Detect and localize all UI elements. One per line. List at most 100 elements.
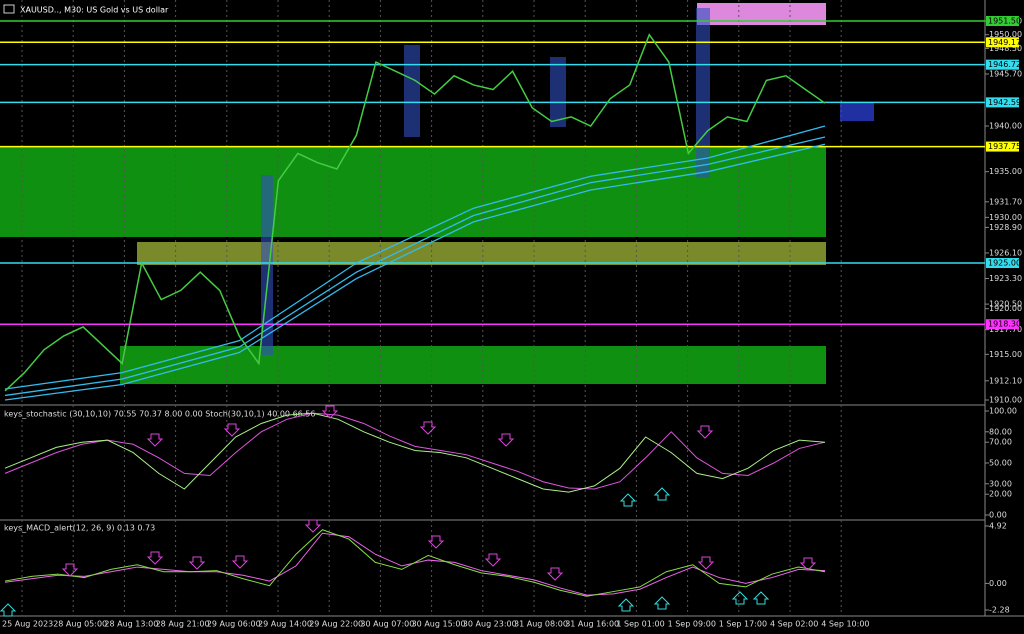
highlight-box [840, 103, 874, 121]
y-tick-label: 20.00 [989, 490, 1012, 499]
alert-arrow [752, 591, 770, 605]
y-tick-label: 1920.50 [989, 300, 1022, 309]
y-tick-label: 1950.00 [989, 30, 1022, 39]
y-tick-label: 50.00 [989, 459, 1012, 468]
x-tick-label: 30 Aug 23:00 [463, 620, 517, 629]
alert-arrow [427, 535, 445, 549]
level-tag [986, 59, 1019, 70]
y-tick-label: 1926.10 [989, 248, 1022, 257]
x-tick-label: 31 Aug 08:00 [514, 620, 568, 629]
y-tick-label: 1931.70 [989, 197, 1022, 206]
window-icon[interactable] [3, 4, 15, 14]
level-tag [986, 37, 1019, 48]
moving-average [4, 143, 826, 401]
y-tick-label: 80.00 [989, 427, 1012, 436]
alert-arrow [0, 603, 17, 617]
level-label: 1949.17 [988, 38, 1021, 47]
x-tick-label: 1 Sep 09:00 [668, 620, 716, 629]
alert-arrow [546, 567, 564, 581]
y-tick-label: 30.00 [989, 479, 1012, 488]
alert-arrow [223, 423, 241, 437]
level-tag [986, 319, 1019, 330]
x-tick-label: 29 Aug 22:00 [309, 620, 363, 629]
y-tick-label: -2.28 [989, 606, 1010, 615]
level-tag [986, 141, 1019, 152]
level-tag [986, 258, 1019, 269]
x-tick-label: 30 Aug 15:00 [412, 620, 466, 629]
y-tick-label: 1940.00 [989, 122, 1022, 131]
alert-arrow [617, 598, 635, 612]
highlight-box [550, 57, 566, 127]
y-tick-label: 1948.50 [989, 44, 1022, 53]
alert-arrow [619, 493, 637, 507]
alert-arrow [653, 596, 671, 610]
level-label: 1951.50 [988, 17, 1021, 26]
indicator-label: keys_stochastic (30,10,10) 70.55 70.37 8… [4, 410, 315, 419]
price-line [4, 33, 826, 392]
x-tick-label: 25 Aug 2023 [2, 620, 53, 629]
x-tick-label: 1 Sep 17:00 [719, 620, 767, 629]
y-tick-label: 1935.00 [989, 167, 1022, 176]
alert-arrow [231, 555, 249, 569]
stoch-signal [4, 412, 826, 490]
y-tick-label: 1917.70 [989, 325, 1022, 334]
macd-signal [4, 532, 826, 596]
x-tick-label: 29 Aug 06:00 [207, 620, 261, 629]
y-tick-label: 1930.00 [989, 213, 1022, 222]
indicator-label: keys_MACD_alert(12, 26, 9) 0.13 0.73 [4, 524, 155, 533]
y-tick-label: 1920.00 [989, 304, 1022, 313]
x-tick-label: 31 Aug 16:00 [565, 620, 619, 629]
level-label: 1942.59 [988, 98, 1021, 107]
highlight-box [404, 45, 420, 137]
y-tick-label: 4.92 [989, 522, 1007, 531]
y-tick-label: 70.00 [989, 438, 1012, 447]
y-tick-label: 1945.70 [989, 69, 1022, 78]
x-tick-label: 30 Aug 07:00 [360, 620, 414, 629]
alert-arrow [146, 551, 164, 565]
alert-arrow [484, 553, 502, 567]
highlight-box [696, 8, 710, 178]
alert-arrow [321, 405, 339, 419]
alert-arrow [61, 563, 79, 577]
level-label: 1918.30 [988, 320, 1021, 329]
zones [0, 3, 874, 384]
zone [137, 242, 826, 265]
x-tick-label: 28 Aug 13:00 [104, 620, 158, 629]
supply-zone [697, 3, 826, 25]
y-tick-label: 0.00 [989, 511, 1007, 520]
alert-arrow [696, 425, 714, 439]
y-tick-label: 0.00 [989, 579, 1007, 588]
x-tick-label: 29 Aug 14:00 [258, 620, 312, 629]
y-tick-label: 100.00 [989, 407, 1017, 416]
x-tick-label: 1 Sep 01:00 [616, 620, 664, 629]
x-tick-label: 4 Sep 02:00 [770, 620, 818, 629]
chart-header: XAUUSD.., M30: US Gold vs US dollar [20, 6, 169, 15]
macd-main [4, 529, 826, 597]
y-tick-label: 1915.00 [989, 350, 1022, 359]
y-tick-label: 1910.00 [989, 396, 1022, 405]
alert-arrow [799, 557, 817, 571]
y-tick-label: 1928.90 [989, 223, 1022, 232]
alert-arrow [188, 556, 206, 570]
alert-arrow [497, 433, 515, 447]
y-tick-label: 1923.30 [989, 274, 1022, 283]
moving-average [4, 125, 826, 390]
alert-arrow [653, 487, 671, 501]
alert-arrow [419, 421, 437, 435]
alert-arrow [731, 591, 749, 605]
x-tick-label: 28 Aug 21:00 [156, 620, 210, 629]
alert-arrow [146, 433, 164, 447]
alert-arrow [697, 556, 715, 570]
level-tag [986, 16, 1019, 26]
moving-average [4, 136, 826, 397]
demand-zone [120, 346, 826, 384]
alert-arrow [304, 519, 322, 533]
y-tick-label: 1912.10 [989, 376, 1022, 385]
level-label: 1925.00 [988, 259, 1021, 268]
x-tick-label: 28 Aug 05:00 [53, 620, 107, 629]
level-label: 1946.72 [988, 60, 1021, 69]
level-label: 1937.75 [988, 142, 1021, 151]
stoch-main [4, 412, 826, 493]
